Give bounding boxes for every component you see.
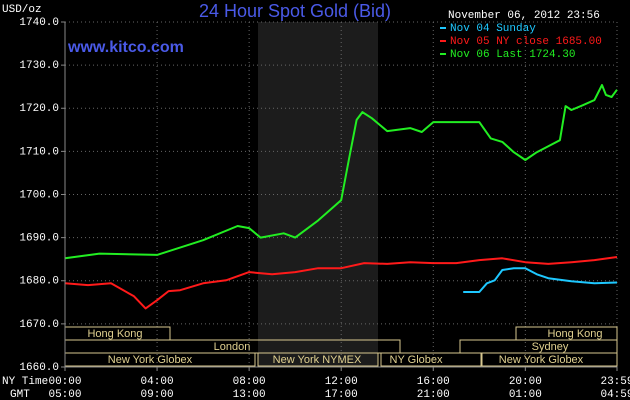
y-tick-label: 1660.0 [19,362,59,374]
x-tick-label: 00:00 [48,376,81,388]
x-tick-label: 04:00 [141,376,174,388]
chart-title: 24 Hour Spot Gold (Bid) [199,1,391,21]
session-box [257,352,379,367]
y-tick-label: 1670.0 [19,319,59,331]
x2-axis-label: GMT [10,389,30,400]
y-tick-label: 1730.0 [19,60,59,72]
grid [64,21,618,368]
x-tick-label: 08:00 [233,376,266,388]
x-axis-label: NY Time [2,376,48,388]
series-line [64,84,618,260]
x2-tick-label: 21:00 [417,389,450,400]
session-label: NY Globex [390,354,443,366]
x2-tick-label: 01:00 [509,389,542,400]
y-tick-label: 1680.0 [19,276,59,288]
x2-tick-label: 04:59 [600,389,630,400]
session-label: Sydney [532,341,569,353]
x-tick-label: 12:00 [325,376,358,388]
x-tick-label: 23:59 [600,376,630,388]
lines [64,84,618,310]
y-tick-label: 1710.0 [19,146,59,158]
session-label: Hong Kong [87,328,142,340]
legend-label: Nov 06 Last 1724.30 [450,49,575,61]
session-label: Hong Kong [547,328,602,340]
date: November 06, 2012 23:56 [448,10,600,22]
x2-tick-label: 09:00 [141,389,174,400]
x2-tick-label: 13:00 [233,389,266,400]
session-label: New York Globex [108,354,193,366]
session-label: London [214,341,251,353]
session-box [380,352,482,367]
session-box [481,352,618,367]
y-axis-label: USD/oz [2,4,42,16]
x-tick-label: 20:00 [509,376,542,388]
y-tick-label: 1700.0 [19,189,59,201]
legend-label: Nov 05 NY close 1685.00 [450,36,602,48]
series-line [463,267,618,293]
sessions: Hong Kong Hong Kong London Sydney New Yo… [64,326,618,367]
x-tick-label: 16:00 [417,376,450,388]
subtitle: www.kitco.com [67,39,184,56]
x2-tick-label: 17:00 [325,389,358,400]
y-tick-label: 1690.0 [19,233,59,245]
session-label: New York Globex [499,354,584,366]
x2-tick-label: 05:00 [48,389,81,400]
session-label: New York NYMEX [273,354,362,366]
legend-label: Nov 04 Sunday [450,23,536,35]
y-tick-label: 1740.0 [19,17,59,29]
y-tick-label: 1720.0 [19,103,59,115]
series-line [64,256,618,310]
